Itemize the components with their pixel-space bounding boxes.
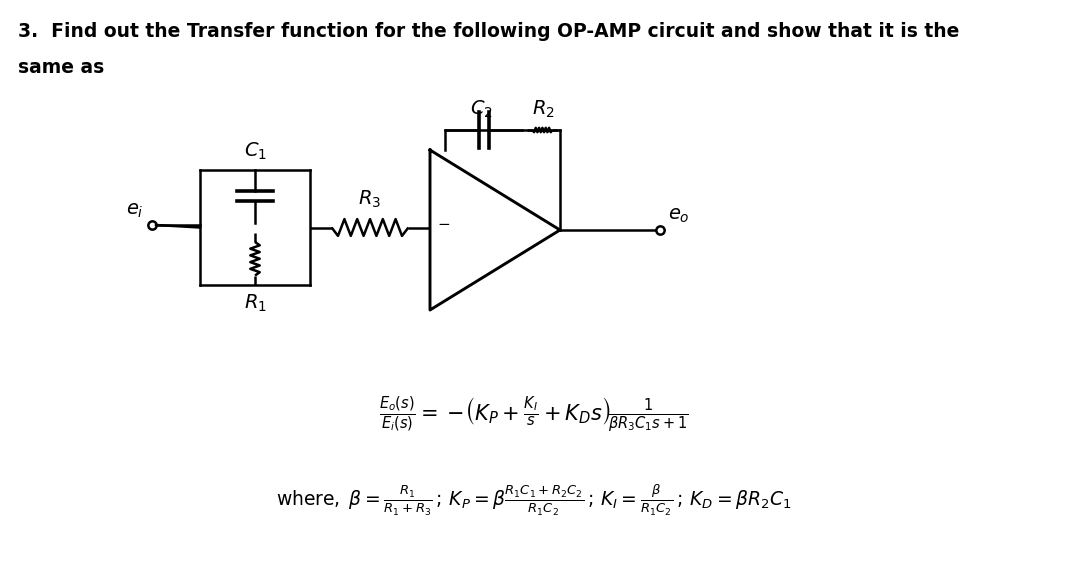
Text: 3.  Find out the Transfer function for the following OP-AMP circuit and show tha: 3. Find out the Transfer function for th…: [18, 22, 959, 41]
Text: $\mathrm{where,}\;\beta = \frac{R_1}{R_1 + R_3}\,;\,K_P = \beta\frac{R_1C_1 + R_: $\mathrm{where,}\;\beta = \frac{R_1}{R_1…: [276, 482, 792, 518]
Text: $C_2$: $C_2$: [471, 98, 493, 120]
Text: $\frac{E_o(s)}{E_i(s)} = -\!\left(K_P + \frac{K_I}{s} + K_D s\right)\!\frac{1}{\: $\frac{E_o(s)}{E_i(s)} = -\!\left(K_P + …: [379, 395, 688, 435]
Text: same as: same as: [18, 58, 105, 77]
Text: $-$: $-$: [437, 215, 450, 230]
Text: $R_2$: $R_2$: [532, 98, 555, 120]
Text: $e_i$: $e_i$: [126, 202, 144, 220]
Text: $R_3$: $R_3$: [359, 188, 382, 210]
Text: $C_1$: $C_1$: [243, 141, 267, 162]
Text: $e_o$: $e_o$: [668, 207, 689, 225]
Text: $R_1$: $R_1$: [243, 293, 267, 314]
